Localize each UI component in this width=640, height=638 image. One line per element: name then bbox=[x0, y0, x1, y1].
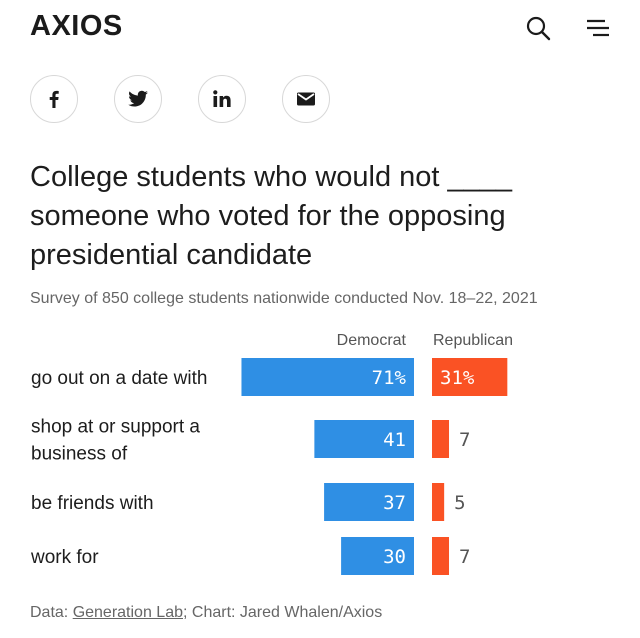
chart-credit: Data: Generation Lab; Chart: Jared Whale… bbox=[30, 604, 382, 622]
legend-democrat: Democrat bbox=[337, 332, 407, 349]
bar-democrat bbox=[324, 483, 414, 521]
diverging-bar-chart: Democrat Republican go out on a date with 7… bbox=[30, 332, 513, 575]
category-label-line: go out on a date with bbox=[31, 368, 207, 389]
menu-button[interactable] bbox=[584, 14, 612, 42]
category-label: work for bbox=[30, 547, 99, 568]
bar-democrat bbox=[314, 420, 414, 458]
bar-republican bbox=[432, 420, 450, 458]
data-label-republican: 5 bbox=[454, 492, 465, 514]
category-label-line: business of bbox=[31, 444, 128, 465]
chart-subtitle: Survey of 850 college students nationwid… bbox=[30, 290, 538, 307]
data-label-republican: 31% bbox=[440, 367, 475, 389]
data-label-democrat: 71% bbox=[372, 367, 407, 389]
data-label-democrat: 30 bbox=[383, 546, 406, 568]
twitter-icon bbox=[128, 90, 148, 107]
email-icon bbox=[297, 92, 315, 106]
data-label-republican: 7 bbox=[459, 546, 470, 568]
menu-icon bbox=[587, 19, 609, 37]
facebook-icon bbox=[49, 90, 59, 108]
chart-credit-text: ; Chart: Jared Whalen/Axios bbox=[183, 604, 383, 621]
bar-democrat bbox=[241, 358, 414, 396]
category-label-line: be friends with bbox=[31, 493, 154, 514]
share-email-button[interactable] bbox=[282, 75, 330, 123]
share-facebook-button[interactable] bbox=[30, 75, 78, 123]
data-label-democrat: 37 bbox=[383, 492, 406, 514]
data-prefix: Data: bbox=[30, 604, 73, 621]
category-label: go out on a date with bbox=[31, 368, 207, 389]
legend-republican: Republican bbox=[433, 332, 513, 349]
site-header: AXIOS bbox=[0, 0, 640, 56]
share-twitter-button[interactable] bbox=[114, 75, 162, 123]
bar-republican bbox=[432, 537, 450, 575]
source-link[interactable]: Generation Lab bbox=[72, 604, 183, 621]
data-label-republican: 7 bbox=[459, 429, 470, 451]
category-label: shop at or support a business of bbox=[31, 417, 200, 465]
axios-logo[interactable]: AXIOS bbox=[30, 10, 123, 42]
category-label-line: work for bbox=[30, 547, 99, 568]
data-label-democrat: 41 bbox=[383, 429, 406, 451]
bar-republican bbox=[432, 483, 445, 521]
linkedin-icon bbox=[213, 90, 231, 107]
chart-title: College students who would not ____ some… bbox=[30, 161, 513, 271]
bar-democrat bbox=[341, 537, 414, 575]
bar-republican bbox=[432, 358, 508, 396]
search-button[interactable] bbox=[524, 14, 552, 42]
category-label-line: shop at or support a bbox=[31, 417, 200, 438]
share-linkedin-button[interactable] bbox=[198, 75, 246, 123]
search-icon bbox=[526, 16, 551, 41]
category-label: be friends with bbox=[31, 493, 154, 514]
